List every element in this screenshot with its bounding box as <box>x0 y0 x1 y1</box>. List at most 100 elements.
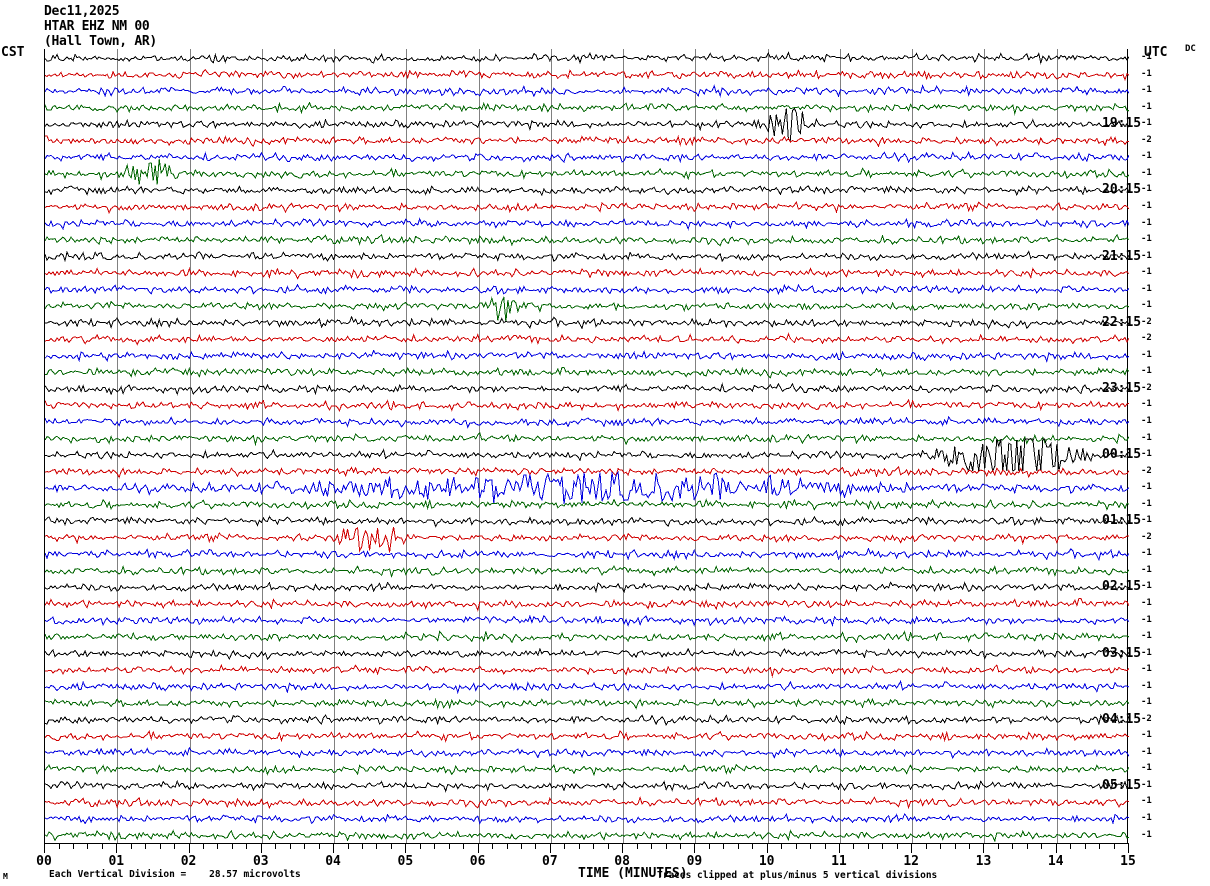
hour-label-utc-0115: 01:15 <box>1102 513 1142 529</box>
x-tick-label-11: 11 <box>831 854 847 869</box>
x-tick-minor <box>217 843 219 849</box>
x-tick-label-06: 06 <box>469 854 486 869</box>
seismic-trace-30 <box>45 547 1129 562</box>
gridline-minute-05 <box>406 49 408 843</box>
seismic-trace-33 <box>45 597 1129 612</box>
x-tick-minor <box>954 843 956 849</box>
dc-value-30: -1 <box>1141 548 1152 559</box>
dc-value-47: -1 <box>1141 829 1152 840</box>
x-tick-minor <box>275 843 277 849</box>
plot-bottom-rule <box>44 843 1129 844</box>
gridline-minute-09 <box>695 49 697 843</box>
x-tick-minor <box>1070 843 1072 849</box>
gridline-minute-01 <box>117 49 119 843</box>
seismic-trace-11 <box>45 233 1129 247</box>
seismic-trace-16 <box>45 315 1129 330</box>
x-tick-label-07: 07 <box>542 854 558 869</box>
dc-value-41: -1 <box>1141 730 1152 741</box>
hour-label-utc-0515: 05:15 <box>1102 777 1142 793</box>
seismic-trace-35 <box>45 630 1129 644</box>
seismic-trace-39 <box>45 697 1129 710</box>
dc-value-31: -1 <box>1141 564 1152 575</box>
gridline-minute-02 <box>189 49 191 843</box>
footer-clip-note: Traces clipped at plus/minus 5 vertical … <box>657 870 938 881</box>
seismic-trace-22 <box>45 415 1129 429</box>
x-tick-minor <box>58 843 60 849</box>
dc-value-18: -1 <box>1141 349 1152 360</box>
seismic-trace-18 <box>45 349 1129 364</box>
dc-value-33: -1 <box>1141 597 1152 608</box>
x-tick-minor <box>101 843 103 849</box>
x-tick-minor <box>679 843 681 849</box>
gridline-minute-06 <box>478 49 480 843</box>
x-tick-minor <box>564 843 566 849</box>
left-axis-label: CST <box>1 45 25 60</box>
dc-value-8: -1 <box>1141 184 1152 195</box>
seismic-trace-10 <box>45 217 1129 231</box>
x-tick-minor <box>607 843 609 849</box>
seismic-trace-9 <box>45 201 1129 215</box>
hour-label-utc-0415: 04:15 <box>1102 711 1142 727</box>
x-tick-minor <box>203 843 204 849</box>
x-tick-minor <box>636 843 638 849</box>
x-tick-label-10: 10 <box>758 854 775 869</box>
dc-value-2: -1 <box>1141 85 1152 96</box>
seismic-trace-6 <box>45 151 1129 164</box>
x-tick-minor <box>318 843 320 849</box>
x-tick-minor <box>376 843 378 849</box>
x-tick-minor <box>925 843 927 849</box>
x-tick-minor <box>390 843 392 849</box>
x-tick-label-03: 03 <box>252 854 269 869</box>
x-tick-minor <box>231 843 233 849</box>
seismic-trace-26 <box>45 470 1129 505</box>
header-date: Dec11,2025 <box>44 4 120 19</box>
x-tick-label-15: 15 <box>1120 854 1136 869</box>
x-tick-major-02 <box>188 843 190 853</box>
x-tick-major-06 <box>477 843 479 853</box>
x-tick-label-01: 01 <box>108 854 125 869</box>
x-tick-minor <box>867 843 869 849</box>
seismic-trace-23 <box>45 431 1129 447</box>
dc-value-26: -1 <box>1141 482 1152 493</box>
gridline-minute-03 <box>261 49 263 843</box>
x-axis-title: TIME (MINUTES) <box>578 866 688 881</box>
dc-value-6: -1 <box>1141 151 1152 162</box>
x-tick-minor <box>824 843 826 849</box>
x-tick-minor <box>521 843 522 849</box>
x-tick-minor <box>87 843 89 849</box>
dc-value-36: -1 <box>1141 647 1152 658</box>
seismic-trace-14 <box>45 283 1129 296</box>
x-tick-label-08: 08 <box>614 854 630 869</box>
seismic-trace-28 <box>45 515 1129 528</box>
seismic-trace-29 <box>45 526 1129 553</box>
right-axis-label: UTC <box>1144 45 1168 60</box>
dc-value-39: -1 <box>1141 697 1152 708</box>
seismic-trace-5 <box>45 135 1129 148</box>
x-tick-minor <box>130 843 132 849</box>
x-tick-minor <box>1099 843 1101 849</box>
x-tick-major-05 <box>405 843 407 853</box>
seismic-trace-21 <box>45 398 1129 412</box>
seismic-trace-7 <box>45 159 1129 185</box>
seismogram-plot-area[interactable] <box>44 49 1129 843</box>
seismic-trace-46 <box>45 812 1129 825</box>
seismic-trace-31 <box>45 564 1129 579</box>
x-axis: 00 01 02 03 04 05 06 07 08 09 10 11 12 13 14 15 <box>36 843 1136 869</box>
dc-value-15: -1 <box>1141 300 1152 311</box>
dc-value-14: -1 <box>1141 283 1152 294</box>
dc-value-44: -1 <box>1141 779 1152 790</box>
dc-value-21: -1 <box>1141 399 1152 410</box>
x-tick-minor <box>419 843 421 849</box>
dc-value-38: -1 <box>1141 680 1152 691</box>
dc-value-46: -1 <box>1141 813 1152 823</box>
x-tick-major-10 <box>766 843 768 853</box>
x-tick-label-02: 02 <box>180 854 197 869</box>
dc-value-28: -1 <box>1141 515 1152 526</box>
gridline-minute-07 <box>550 49 552 843</box>
trace-canvas <box>45 51 1129 843</box>
gridline-minute-08 <box>623 49 625 843</box>
dc-value-5: -2 <box>1141 134 1152 145</box>
dc-value-20: -2 <box>1141 382 1152 393</box>
dc-value-22: -1 <box>1141 416 1152 426</box>
dc-value-27: -1 <box>1141 498 1152 509</box>
